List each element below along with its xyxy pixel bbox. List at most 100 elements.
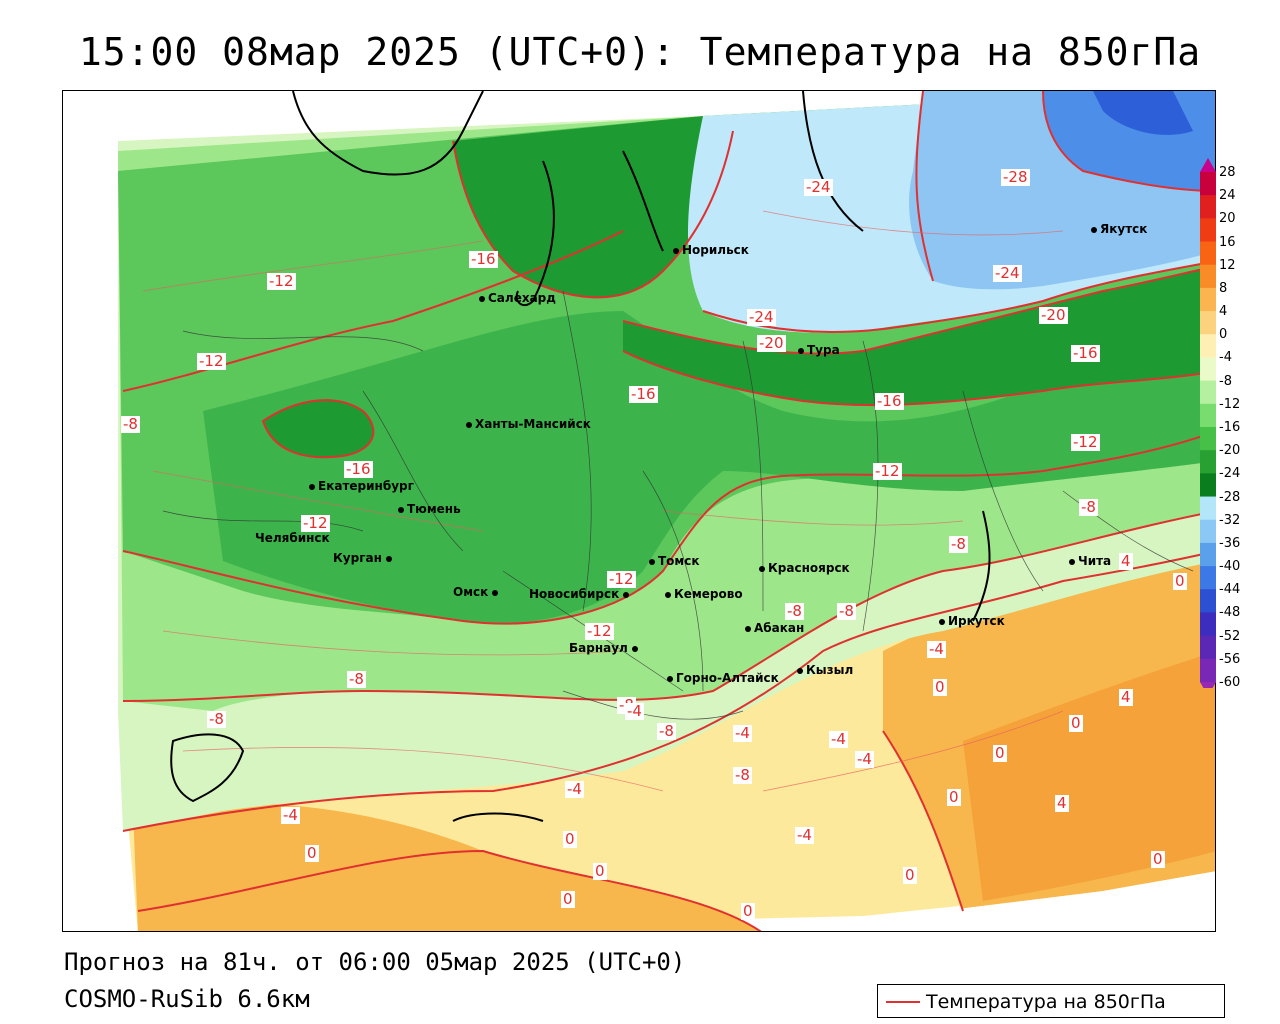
city-marker-icon	[1091, 226, 1097, 233]
city-marker-icon	[398, 506, 404, 513]
colorbar-swatch	[1200, 334, 1216, 358]
city-novosibirsk[interactable]: Новосибирск	[529, 587, 632, 601]
contour-label: -12	[585, 622, 614, 640]
contour-label: -8	[949, 535, 968, 553]
contour-label: -4	[281, 806, 300, 824]
contour-label: -12	[607, 570, 636, 588]
city-marker-icon	[797, 667, 803, 674]
city-gorno-altaysk[interactable]: Горно-Алтайск	[667, 671, 779, 685]
city-krasnoyarsk[interactable]: Красноярск	[759, 561, 850, 575]
contour-label: -8	[121, 415, 140, 433]
contour-label: -8	[347, 670, 366, 688]
city-marker-icon	[759, 565, 765, 572]
city-marker-icon	[673, 247, 679, 254]
colorbar-swatch	[1200, 311, 1216, 335]
colorbar-swatch	[1200, 635, 1216, 660]
city-khanty-mansiysk[interactable]: Ханты-Мансийск	[466, 417, 591, 431]
colorbar-swatch	[1200, 658, 1216, 683]
contour-label: -4	[565, 780, 584, 798]
city-yakutsk[interactable]: Якутск	[1091, 222, 1147, 236]
colorbar-tick-label: -24	[1219, 466, 1241, 482]
colorbar-swatch	[1200, 172, 1216, 196]
contour-label: 0	[561, 890, 575, 908]
coastlines	[170, 91, 991, 822]
city-chita[interactable]: Чита	[1069, 554, 1111, 568]
city-tyumen[interactable]: Тюмень	[398, 502, 461, 516]
colorbar-tick-label: -60	[1219, 675, 1241, 690]
city-marker-icon	[632, 645, 639, 652]
city-tomsk[interactable]: Томск	[649, 554, 700, 568]
city-marker-icon	[1069, 558, 1075, 565]
city-irkutsk[interactable]: Иркутск	[939, 614, 1005, 628]
contour-label: -12	[197, 352, 226, 370]
contour-label: -4	[855, 750, 874, 768]
contour-label: -24	[804, 178, 833, 196]
temperature-map[interactable]	[63, 91, 1216, 932]
contour-label: -12	[267, 272, 296, 290]
colorbar-tick-label: 24	[1219, 188, 1236, 204]
colorbar-tick-label: 28	[1219, 165, 1236, 180]
colorbar-tick-label: -40	[1219, 559, 1241, 575]
contour-label: -20	[757, 334, 786, 352]
city-marker-icon	[492, 589, 499, 596]
contour-label: 0	[741, 902, 755, 920]
city-marker-icon	[745, 625, 751, 632]
contour-lines	[122, 91, 1215, 931]
colorbar-swatch	[1200, 380, 1216, 405]
contour-label: 0	[1151, 850, 1165, 868]
colorbar-tick-label: -36	[1219, 535, 1241, 551]
map-frame[interactable]: Норильск Якутск Салехард Тура Ханты-Манс…	[62, 90, 1216, 932]
contour-label: -28	[1001, 168, 1030, 186]
city-salekhard[interactable]: Салехард	[479, 291, 556, 305]
contour-label: -12	[873, 462, 902, 480]
colorbar-swatch	[1200, 427, 1216, 451]
city-omsk[interactable]: Омск	[453, 585, 501, 599]
city-norilsk[interactable]: Норильск	[673, 243, 749, 257]
legend-label: Температура на 850гПа	[926, 991, 1166, 1013]
colorbar-tick-label: 8	[1219, 280, 1228, 296]
contour-label: -4	[795, 826, 814, 844]
colorbar-tick-label: -44	[1219, 582, 1241, 598]
colorbar-tick-label: -48	[1219, 605, 1241, 621]
city-abakan[interactable]: Абакан	[745, 621, 804, 635]
city-chelyabinsk[interactable]: Челябинск	[255, 531, 330, 545]
contour-label: 0	[1069, 714, 1083, 732]
colorbar-top-arrow-icon	[1200, 158, 1216, 172]
colorbar-tick-label: 4	[1219, 304, 1228, 320]
colorbar-swatch	[1200, 566, 1216, 590]
city-yekaterinburg[interactable]: Екатеринбург	[309, 479, 414, 493]
colorbar-tick-label: 20	[1219, 211, 1236, 227]
contour-label: -8	[207, 710, 226, 728]
contour-label: -4	[927, 640, 946, 658]
city-kyzyl[interactable]: Кызыл	[797, 663, 853, 677]
city-kurgan[interactable]: Курган	[333, 551, 395, 565]
contour-label: 0	[993, 744, 1007, 762]
contour-label: -4	[829, 730, 848, 748]
city-barnaul[interactable]: Барнаул	[569, 641, 641, 655]
colorbar-tick-label: -56	[1219, 651, 1241, 667]
colorbar-tick-label: 16	[1219, 234, 1236, 250]
colorbar-swatch	[1200, 496, 1216, 521]
colorbar-tick-label: -16	[1219, 420, 1241, 435]
colorbar-swatch	[1200, 218, 1216, 243]
city-kemerovo[interactable]: Кемерово	[665, 587, 743, 601]
colorbar-swatch	[1200, 612, 1216, 637]
colorbar-tick-label: -8	[1219, 373, 1232, 389]
colorbar-swatch	[1200, 264, 1216, 289]
colorbar-tick-label: -4	[1219, 350, 1232, 366]
colorbar-bottom-arrow-icon	[1200, 682, 1216, 688]
colorbar-swatch	[1200, 473, 1216, 498]
city-marker-icon	[386, 555, 393, 562]
contour-label: -8	[733, 766, 752, 784]
contour-label: 0	[305, 844, 319, 862]
city-marker-icon	[479, 295, 485, 302]
city-marker-icon	[623, 591, 630, 598]
colorbar-tick-label: 12	[1219, 257, 1236, 273]
contour-label: 4	[1119, 552, 1133, 570]
contour-label: -8	[785, 602, 804, 620]
city-tura[interactable]: Тура	[798, 343, 840, 357]
contour-label: 0	[903, 866, 917, 884]
colorbar-tick-label: -20	[1219, 443, 1241, 459]
admin-borders	[162, 290, 1194, 720]
contour-label: 0	[947, 788, 961, 806]
